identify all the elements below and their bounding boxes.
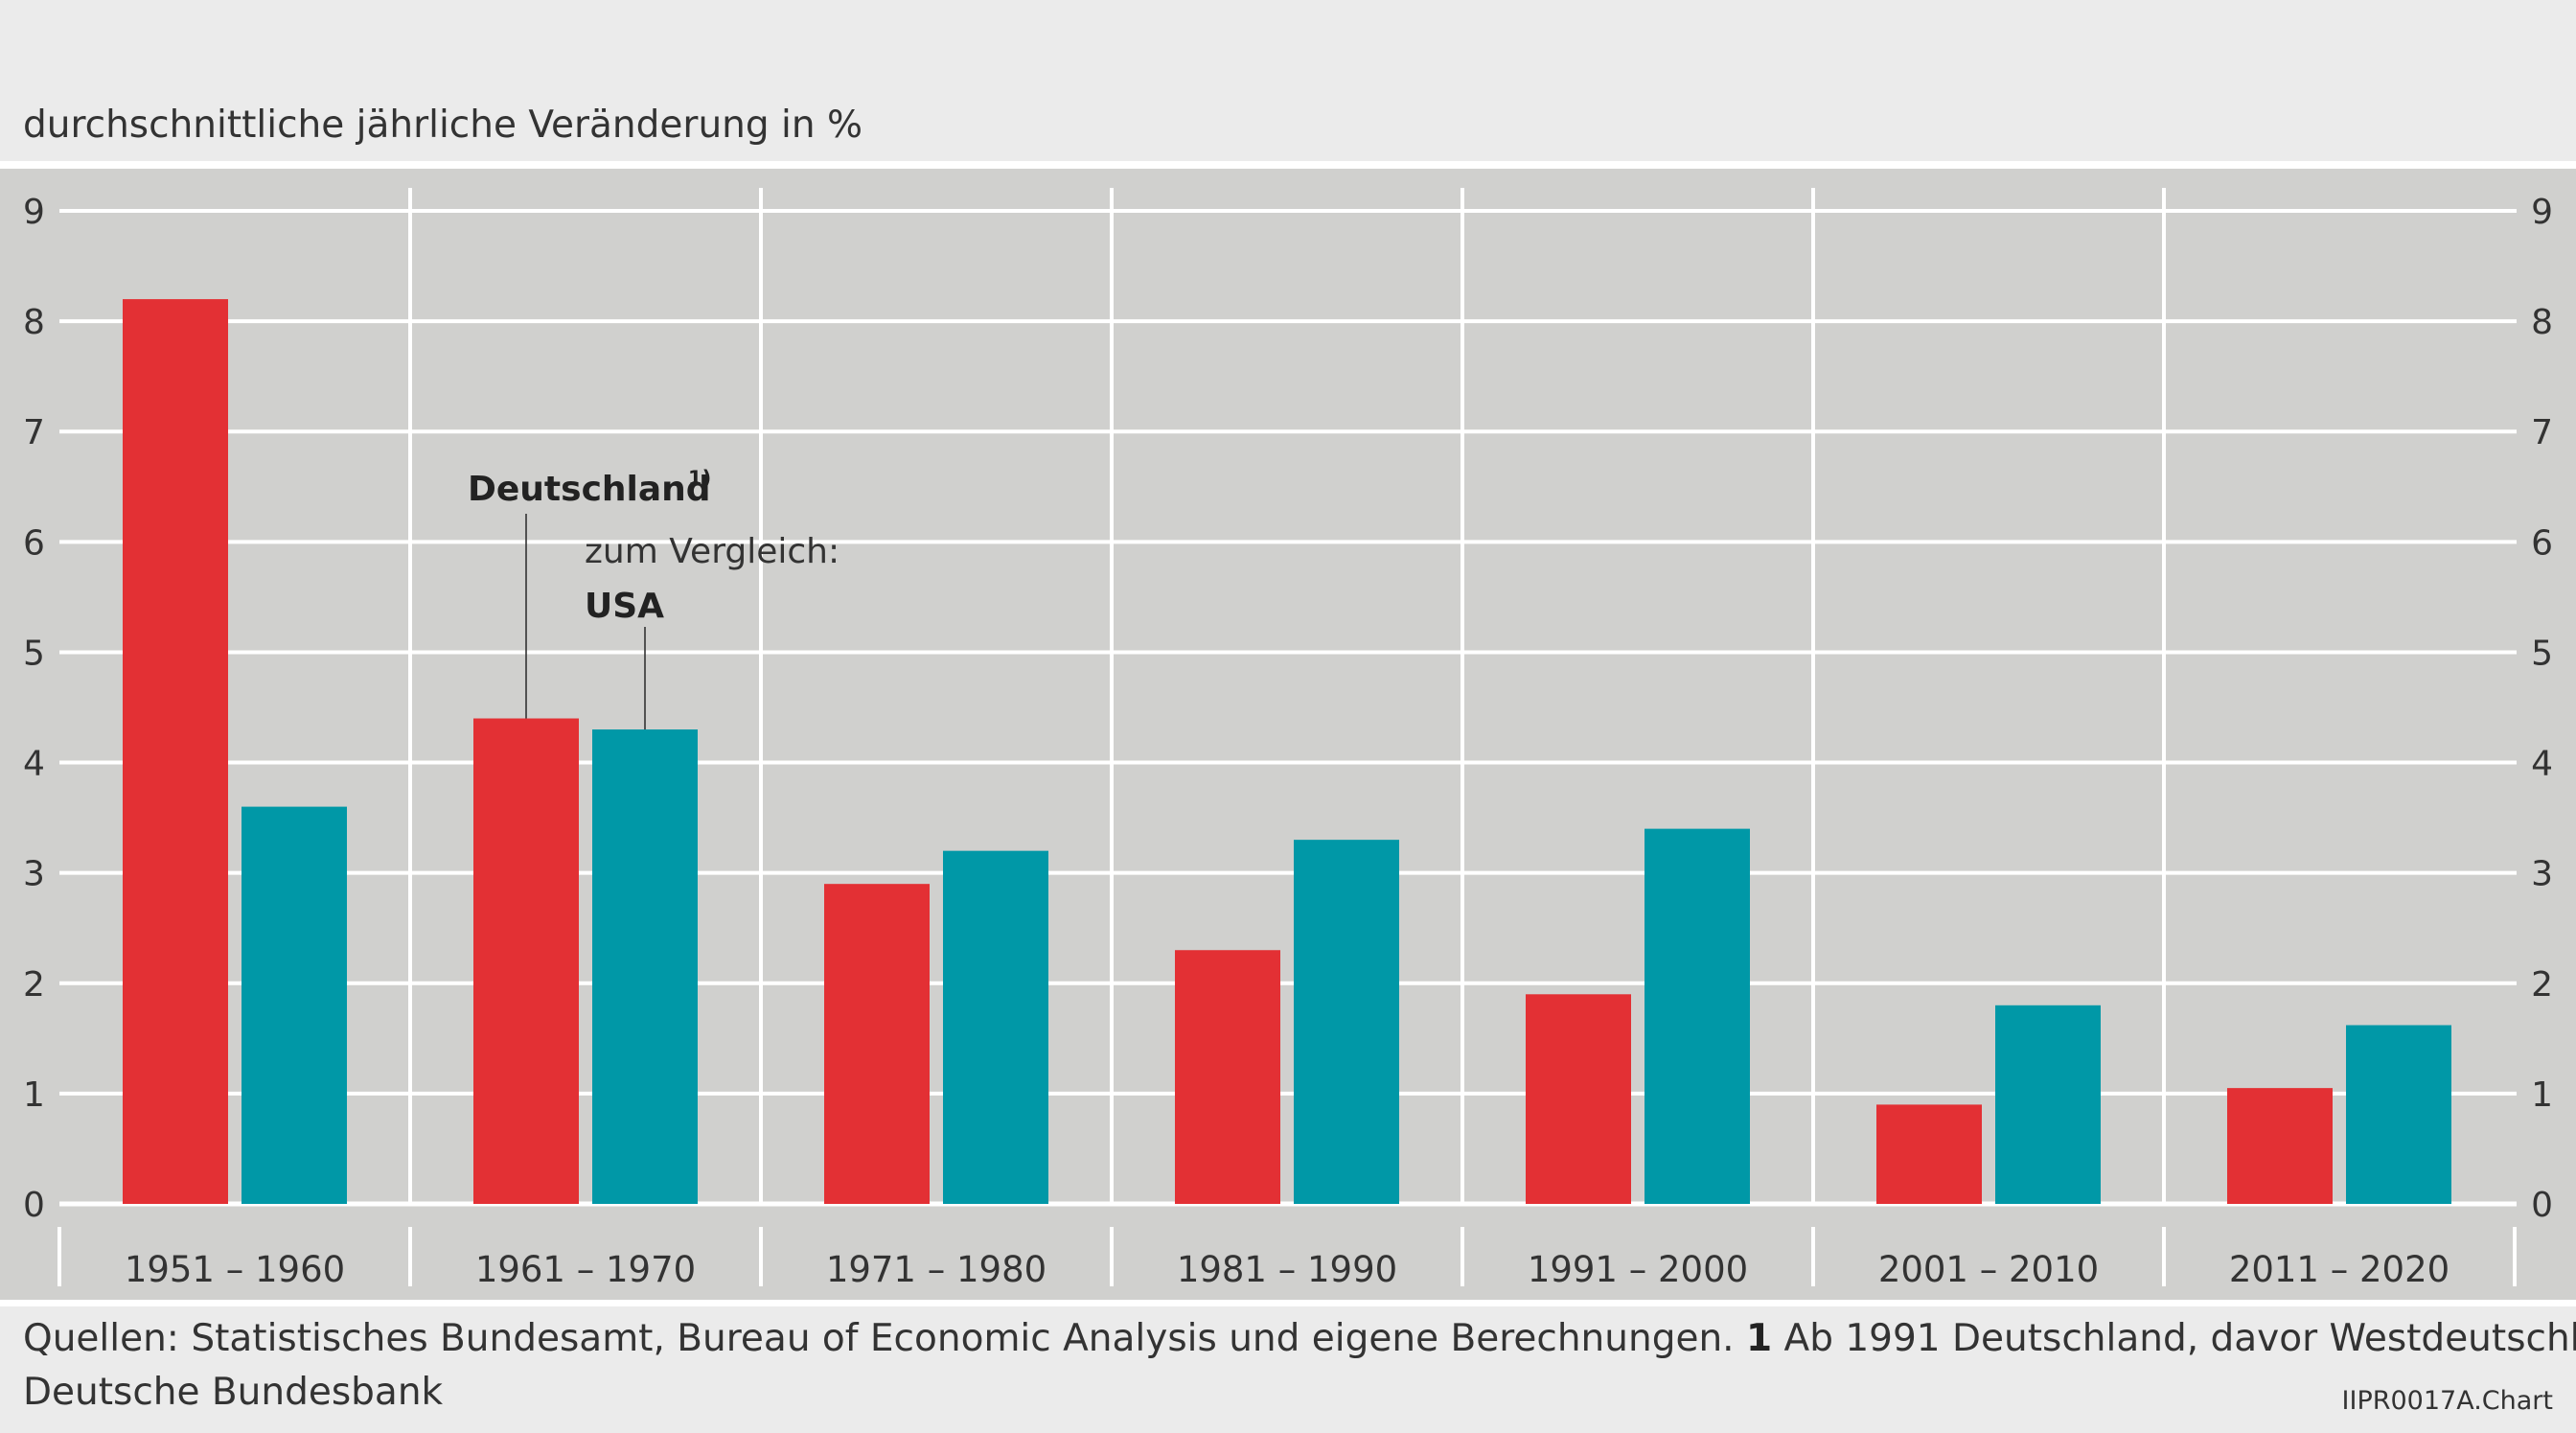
chart-code: IIPR0017A.Chart [2341, 1386, 2553, 1416]
publisher-label: Deutsche Bundesbank [23, 1371, 444, 1414]
label-usa: USA [585, 587, 664, 626]
bar-deutschland [824, 884, 930, 1204]
y-tick-label-right: 1 [2531, 1075, 2553, 1115]
footer-separator [0, 1300, 2576, 1306]
y-tick-label-right: 3 [2531, 855, 2553, 894]
label-deutschland: Deutschland [468, 470, 711, 509]
y-axis-unit-label: durchschnittliche jährliche Veränderung … [23, 104, 863, 147]
category-separators [408, 188, 2166, 1204]
footer-sources: Quellen: Statistisches Bundesamt, Bureau… [23, 1317, 2576, 1360]
y-tick-label-left: 3 [23, 855, 45, 894]
y-tick-label-left: 1 [23, 1075, 45, 1115]
y-tick-label-right: 2 [2531, 965, 2553, 1005]
x-axis: 1951 – 1960 1961 – 1970 1971 – 1980 1981 – … [58, 1227, 2517, 1290]
bar-deutschland [473, 718, 579, 1204]
grid-lines [59, 209, 2517, 1207]
bar-deutschland [2227, 1088, 2333, 1204]
x-tick-label: 1961 – 1970 [475, 1249, 696, 1290]
y-tick-label-right: 8 [2531, 303, 2553, 342]
bar-usa [592, 729, 698, 1204]
sources-text: Quellen: Statistisches Bundesamt, Bureau… [23, 1317, 1735, 1360]
footnote-number: 1 [1745, 1317, 1773, 1360]
y-tick-label-right: 6 [2531, 523, 2553, 563]
y-tick-label-left: 6 [23, 523, 45, 563]
header-separator [0, 161, 2576, 169]
y-tick-label-left: 9 [23, 193, 45, 232]
plot-background [0, 169, 2576, 1300]
x-tick-label: 2001 – 2010 [1878, 1249, 2099, 1290]
bar-usa [1644, 828, 1750, 1204]
label-usa-prefix: zum Vergleich: [585, 532, 840, 571]
bar-usa [242, 806, 347, 1204]
bar-usa [1294, 840, 1399, 1204]
bar-deutschland [1526, 994, 1631, 1204]
y-axis-left: 0 1 2 3 4 5 6 7 8 9 [23, 193, 45, 1225]
bars [123, 299, 2451, 1204]
bar-deutschland [1876, 1104, 1982, 1204]
x-tick-label: 1971 – 1980 [826, 1249, 1046, 1290]
header-band [0, 0, 2576, 161]
y-tick-label-right: 4 [2531, 745, 2553, 784]
x-tick-label: 2011 – 2020 [2229, 1249, 2450, 1290]
y-tick-label-right: 5 [2531, 634, 2553, 673]
y-tick-label-left: 7 [23, 413, 45, 452]
y-tick-label-right: 0 [2531, 1186, 2553, 1225]
bar-usa [2346, 1025, 2451, 1204]
y-tick-label-left: 0 [23, 1186, 45, 1225]
y-axis-right: 0 1 2 3 4 5 6 7 8 9 [2531, 193, 2553, 1225]
y-tick-label-right: 9 [2531, 193, 2553, 232]
y-tick-label-right: 7 [2531, 413, 2553, 452]
bar-deutschland [1175, 950, 1280, 1204]
y-tick-label-left: 4 [23, 745, 45, 784]
bar-usa [943, 850, 1048, 1204]
footnote-text: Ab 1991 Deutschland, davor Westdeutschla… [1783, 1317, 2576, 1360]
x-tick-label: 1981 – 1990 [1177, 1249, 1397, 1290]
bar-usa [1995, 1005, 2101, 1204]
bar-deutschland [123, 299, 228, 1204]
y-tick-label-left: 5 [23, 634, 45, 673]
x-tick-label: 1951 – 1960 [125, 1249, 345, 1290]
x-tick-label: 1991 – 2000 [1528, 1249, 1748, 1290]
label-deutschland-footnote: 1) [688, 467, 711, 490]
y-tick-label-left: 8 [23, 303, 45, 342]
y-tick-label-left: 2 [23, 965, 45, 1005]
